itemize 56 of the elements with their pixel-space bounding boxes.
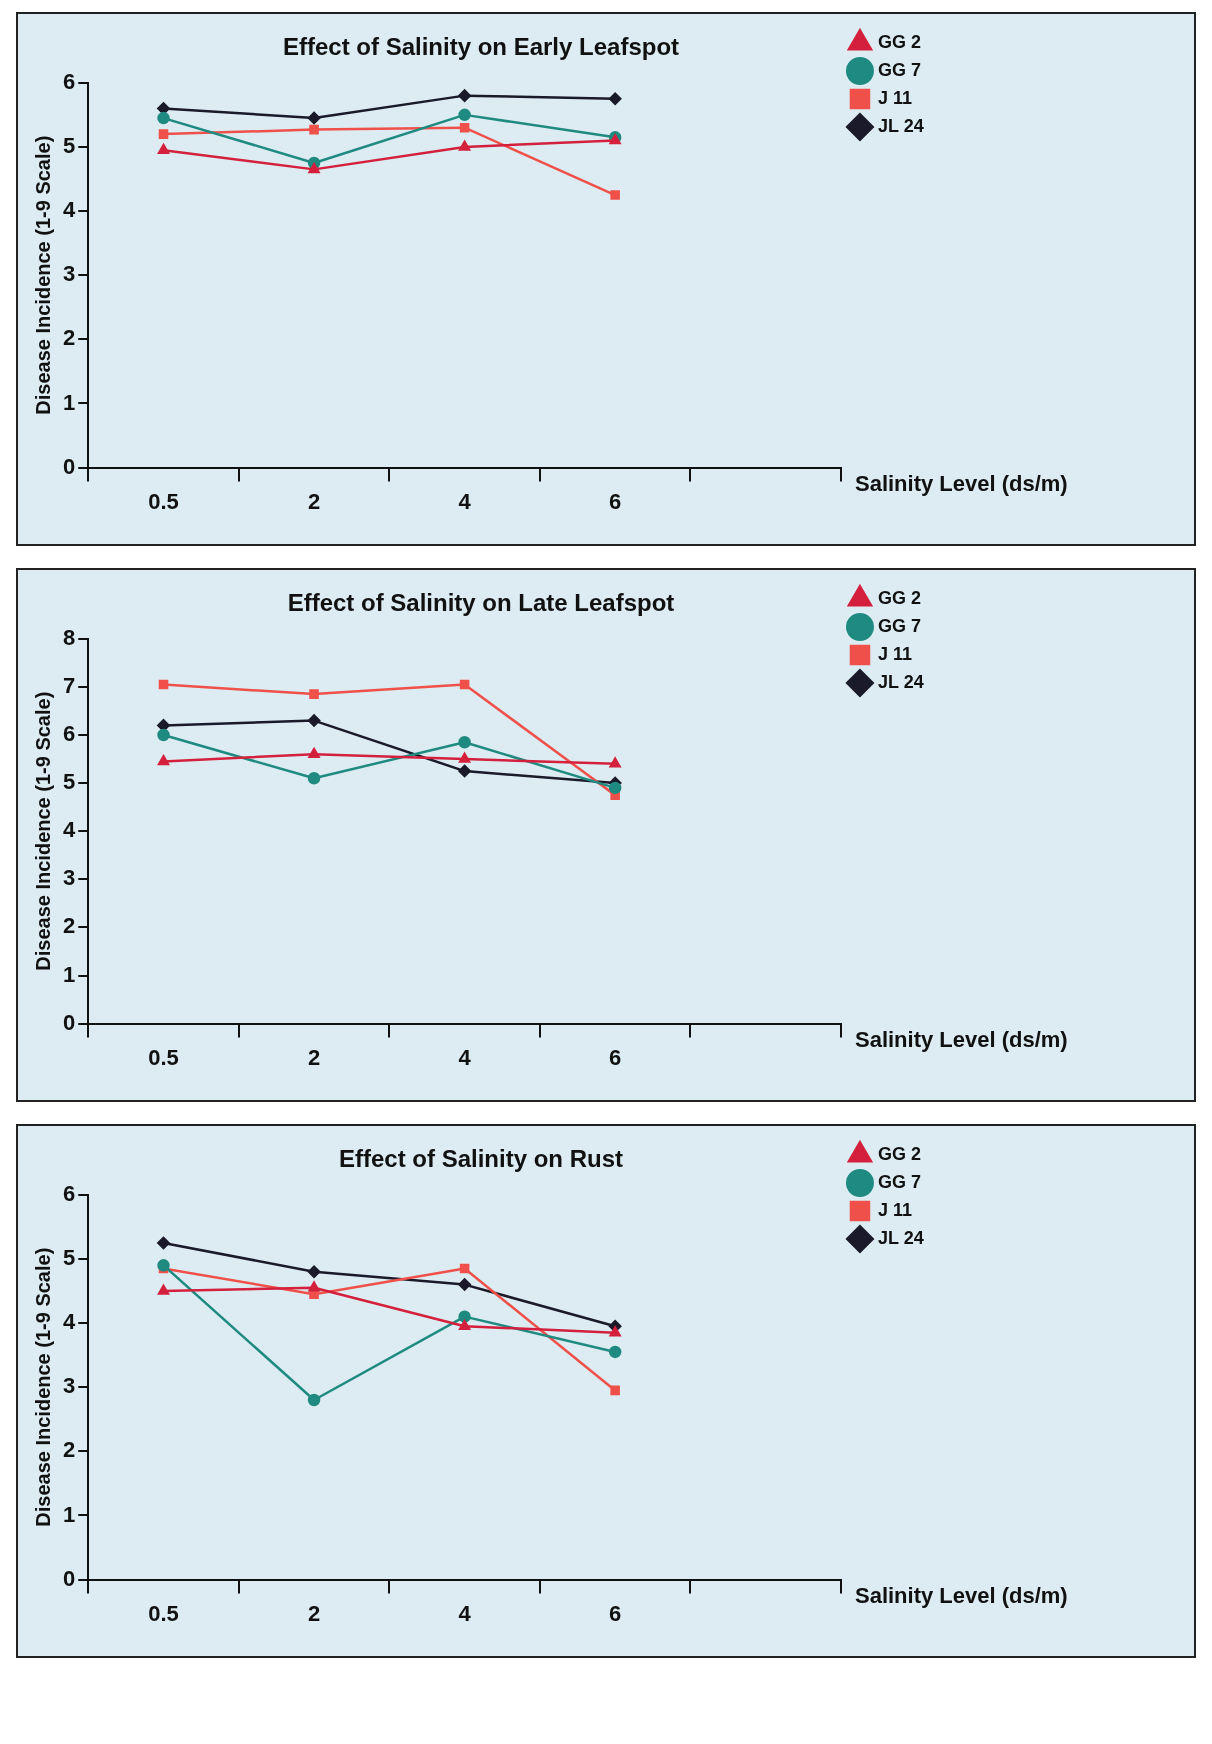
x-axis-title: Salinity Level (ds/m) bbox=[854, 1026, 1068, 1052]
y-tick-label: 3 bbox=[62, 261, 76, 287]
y-tick-label: 5 bbox=[62, 1245, 76, 1270]
y-tick-label: 5 bbox=[62, 133, 76, 158]
x-tick-label: 6 bbox=[609, 488, 622, 514]
y-axis-title: Disease Incidence (1-9 Scale) bbox=[31, 135, 54, 415]
legend-label: GG 2 bbox=[877, 587, 921, 608]
y-tick-label: 4 bbox=[62, 1309, 76, 1335]
y-tick-label: 2 bbox=[62, 913, 76, 939]
chart-title: Effect of Salinity on Early Leafspot bbox=[282, 33, 680, 61]
x-tick-label: 4 bbox=[458, 488, 472, 514]
y-tick-label: 6 bbox=[62, 721, 76, 747]
y-tick-label: 0 bbox=[62, 453, 76, 479]
x-tick-label: 4 bbox=[458, 1600, 472, 1626]
x-tick-label: 6 bbox=[609, 1600, 622, 1626]
legend-label: GG 7 bbox=[877, 59, 921, 80]
y-tick-label: 2 bbox=[62, 1437, 76, 1463]
y-tick-label: 1 bbox=[62, 961, 76, 987]
y-tick-label: 5 bbox=[62, 769, 76, 795]
y-tick-label: 6 bbox=[62, 1180, 76, 1206]
y-tick-label: 0 bbox=[62, 1009, 76, 1035]
legend-label: JL 24 bbox=[877, 115, 924, 136]
y-axis-title: Disease Incidence (1-9 Scale) bbox=[31, 1247, 54, 1527]
legend-label: GG 2 bbox=[877, 1143, 921, 1164]
y-tick-label: 3 bbox=[62, 1373, 76, 1399]
x-axis-title: Salinity Level (ds/m) bbox=[854, 1582, 1068, 1608]
x-axis-title: Salinity Level (ds/m) bbox=[854, 470, 1068, 496]
legend-label: J 11 bbox=[877, 643, 913, 664]
legend-label: JL 24 bbox=[877, 1227, 924, 1248]
legend-label: GG 7 bbox=[877, 615, 921, 636]
y-tick-label: 4 bbox=[62, 817, 76, 843]
y-tick-label: 1 bbox=[62, 389, 76, 415]
y-tick-label: 1 bbox=[62, 1501, 76, 1527]
legend-label: JL 24 bbox=[877, 671, 924, 692]
x-tick-label: 2 bbox=[307, 1600, 321, 1626]
x-tick-label: 2 bbox=[307, 1044, 321, 1070]
y-tick-label: 0 bbox=[62, 1565, 76, 1591]
y-tick-label: 2 bbox=[62, 325, 76, 351]
legend-label: GG 7 bbox=[877, 1171, 921, 1192]
y-axis-title: Disease Incidence (1-9 Scale) bbox=[31, 691, 54, 971]
y-tick-label: 8 bbox=[62, 624, 76, 650]
legend-label: J 11 bbox=[877, 87, 913, 108]
x-tick-label: 6 bbox=[609, 1044, 622, 1070]
y-tick-label: 3 bbox=[62, 865, 76, 891]
y-tick-label: 7 bbox=[62, 672, 76, 698]
y-tick-label: 4 bbox=[62, 197, 76, 223]
x-tick-label: 2 bbox=[307, 488, 321, 514]
x-tick-label: 0.5 bbox=[148, 488, 179, 514]
y-tick-label: 6 bbox=[62, 68, 76, 94]
x-tick-label: 0.5 bbox=[148, 1044, 179, 1070]
x-tick-label: 4 bbox=[458, 1044, 472, 1070]
x-tick-label: 0.5 bbox=[148, 1600, 179, 1626]
chart-title: Effect of Salinity on Rust bbox=[338, 1145, 624, 1173]
legend-label: J 11 bbox=[877, 1199, 913, 1220]
chart-title: Effect of Salinity on Late Leafspot bbox=[287, 589, 675, 617]
legend-label: GG 2 bbox=[877, 31, 921, 52]
